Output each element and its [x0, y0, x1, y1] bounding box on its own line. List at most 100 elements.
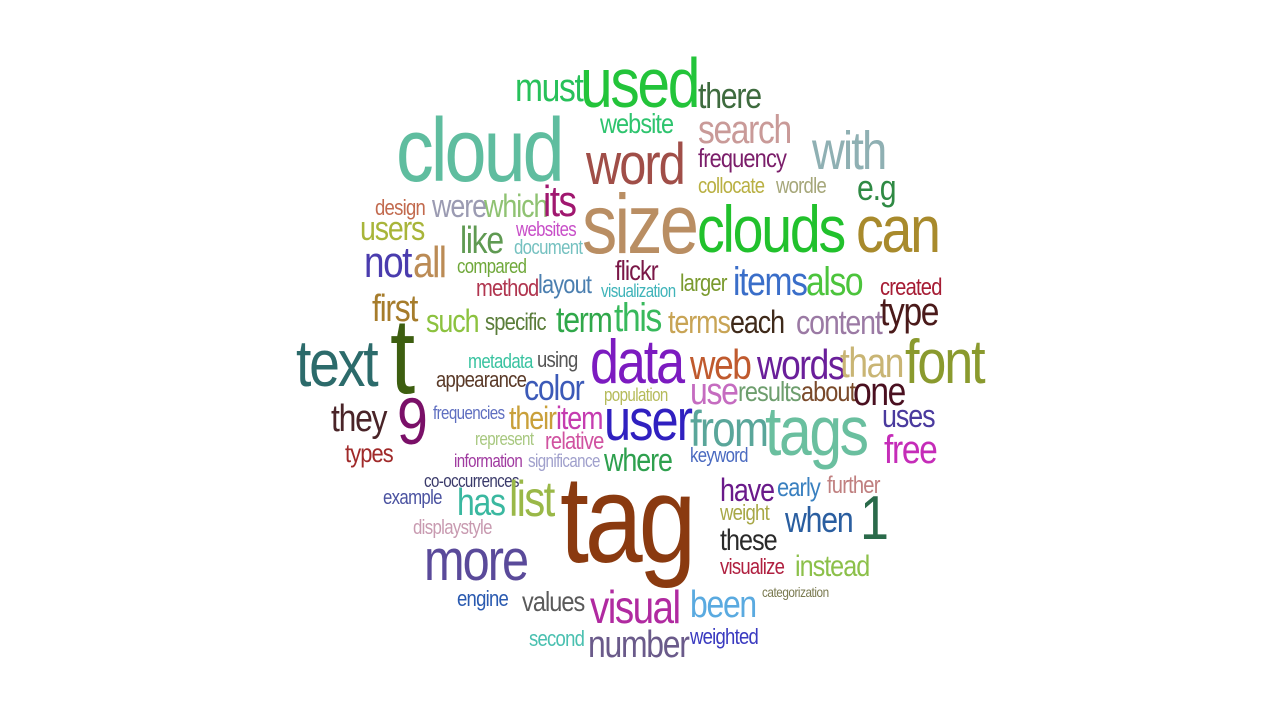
word-e-g: e.g — [857, 167, 897, 208]
word-when: when — [785, 499, 854, 540]
word-9: 9 — [397, 384, 428, 458]
word-user: user — [604, 388, 693, 453]
word-which: which — [484, 188, 548, 224]
word-design: design — [375, 195, 426, 220]
word-t: t — [390, 295, 415, 416]
word-method: method — [476, 275, 539, 302]
word-displaystyle: displaystyle — [413, 517, 492, 539]
word-appearance: appearance — [436, 367, 527, 392]
word-were: were — [432, 188, 487, 224]
word-represent: represent — [475, 429, 534, 449]
word-population: population — [604, 385, 668, 405]
word-words: words — [757, 341, 845, 388]
word-uses: uses — [882, 398, 936, 434]
word-tags: tags — [765, 392, 869, 470]
word-using: using — [537, 347, 578, 372]
word-from: from — [690, 401, 769, 457]
word-like: like — [460, 220, 504, 262]
word-clouds: clouds — [697, 192, 846, 266]
word-items: items — [733, 260, 808, 304]
word-specific: specific — [485, 309, 547, 336]
word-visualize: visualize — [720, 554, 785, 579]
word-second: second — [529, 626, 585, 651]
word-visual: visual — [590, 581, 681, 633]
word-such: such — [426, 303, 480, 339]
word-wordle: wordle — [776, 173, 827, 198]
word-information: information — [454, 451, 523, 471]
word-content: content — [796, 304, 883, 342]
word-not: not — [364, 238, 412, 287]
word-first: first — [372, 288, 418, 330]
word-item: item — [556, 400, 604, 436]
word-font: font — [905, 328, 986, 397]
word-number: number — [588, 624, 690, 666]
word-have: have — [720, 472, 775, 508]
word-instead: instead — [795, 550, 870, 583]
word-engine: engine — [457, 586, 509, 611]
word-document: document — [514, 237, 583, 259]
word-keyword: keyword — [690, 445, 749, 467]
word-text: text — [296, 326, 379, 400]
word-significance: significance — [528, 451, 600, 471]
word-there: there — [698, 75, 762, 116]
word-weight: weight — [720, 500, 770, 525]
word-been: been — [690, 584, 757, 626]
word-frequencies: frequencies — [433, 403, 505, 423]
word-their: their — [509, 400, 557, 436]
word-types: types — [345, 438, 394, 468]
word-than: than — [840, 339, 904, 386]
word-users: users — [360, 210, 425, 248]
word-values: values — [522, 586, 585, 617]
word-term: term — [556, 299, 613, 340]
word-larger: larger — [680, 270, 728, 297]
word-metadata: metadata — [468, 351, 533, 373]
word-all: all — [413, 238, 447, 287]
word-frequency: frequency — [698, 143, 787, 173]
word-data: data — [590, 328, 685, 397]
word-can: can — [856, 192, 941, 266]
word-where: where — [604, 442, 673, 478]
word-relative: relative — [545, 428, 604, 455]
word-they: they — [331, 398, 388, 440]
word-color: color — [524, 367, 585, 408]
word-list: list — [509, 471, 555, 527]
word-used: used — [580, 44, 700, 122]
word-use: use — [690, 371, 739, 413]
word-results: results — [738, 376, 802, 407]
word-free: free — [884, 428, 938, 472]
word-cloud-term: cloud — [396, 101, 565, 201]
word-compared: compared — [457, 256, 527, 278]
word-created: created — [880, 274, 942, 301]
word-these: these — [720, 524, 778, 557]
word-1: 1 — [860, 484, 889, 553]
word-search: search — [698, 108, 792, 152]
word-layout: layout — [538, 269, 592, 299]
word-collocate: collocate — [698, 173, 765, 198]
word-further: further — [827, 472, 880, 499]
word-more: more — [424, 528, 529, 593]
word-its: its — [543, 177, 577, 226]
word-co-occurrences: co-occurrences — [424, 471, 519, 491]
word-must: must — [515, 66, 584, 110]
word-website: website — [600, 108, 674, 139]
word-tag: tag — [560, 451, 696, 589]
word-example: example — [383, 487, 442, 509]
word-early: early — [777, 472, 821, 502]
word-web: web — [690, 341, 752, 388]
word-has: has — [457, 482, 506, 524]
word-terms: terms — [668, 304, 731, 340]
word-word: word — [586, 132, 686, 197]
word-websites: websites — [516, 219, 577, 241]
word-visualization: visualization — [601, 281, 676, 301]
word-flickr: flickr — [615, 255, 659, 286]
word-type: type — [880, 290, 939, 334]
word-weighted: weighted — [690, 624, 759, 649]
word-one: one — [853, 370, 906, 414]
word-each: each — [730, 304, 785, 340]
word-size: size — [582, 177, 699, 271]
word-with: with — [812, 121, 887, 181]
word-categorization: categorization — [762, 584, 829, 600]
word-about: about — [801, 376, 856, 407]
word-also: also — [806, 260, 864, 304]
